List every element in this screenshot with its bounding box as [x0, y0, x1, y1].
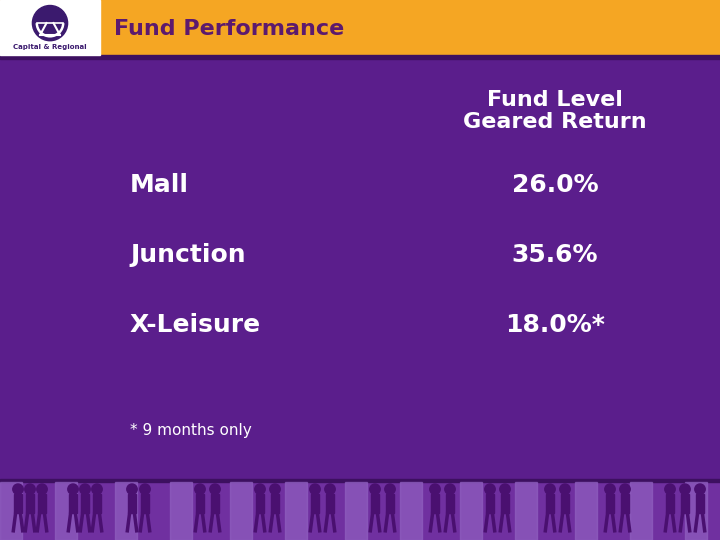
- Bar: [561, 495, 569, 512]
- Bar: [26, 495, 34, 512]
- Circle shape: [384, 484, 395, 495]
- Circle shape: [80, 484, 90, 495]
- Circle shape: [605, 484, 615, 495]
- Circle shape: [255, 484, 265, 495]
- Text: X-Leisure: X-Leisure: [130, 313, 261, 337]
- Text: 35.6%: 35.6%: [512, 243, 598, 267]
- Bar: [326, 495, 334, 512]
- Circle shape: [545, 484, 555, 495]
- Circle shape: [270, 484, 280, 495]
- Bar: [55, 482, 77, 540]
- Bar: [0, 0, 100, 55]
- Text: Mall: Mall: [130, 173, 189, 197]
- Circle shape: [68, 484, 78, 495]
- Bar: [400, 482, 422, 540]
- Bar: [69, 495, 77, 512]
- Bar: [311, 495, 319, 512]
- Bar: [211, 495, 219, 512]
- Bar: [606, 495, 614, 512]
- Circle shape: [430, 484, 440, 495]
- Circle shape: [325, 484, 336, 495]
- Bar: [93, 495, 101, 512]
- Bar: [271, 495, 279, 512]
- Circle shape: [500, 484, 510, 495]
- Circle shape: [370, 484, 380, 495]
- Circle shape: [445, 484, 455, 495]
- Bar: [0, 59, 720, 482]
- Bar: [685, 482, 707, 540]
- Bar: [0, 482, 720, 540]
- Bar: [460, 482, 482, 540]
- Text: Fund Level: Fund Level: [487, 90, 623, 110]
- Circle shape: [37, 484, 48, 495]
- Bar: [230, 482, 252, 540]
- Text: Junction: Junction: [130, 243, 246, 267]
- Bar: [681, 495, 689, 512]
- Bar: [486, 495, 494, 512]
- Circle shape: [310, 484, 320, 495]
- Bar: [371, 495, 379, 512]
- Circle shape: [210, 484, 220, 495]
- Text: Capital & Regional: Capital & Regional: [13, 44, 87, 50]
- Bar: [386, 495, 394, 512]
- Bar: [575, 482, 597, 540]
- Bar: [0, 479, 720, 482]
- Circle shape: [680, 484, 690, 495]
- Text: Fund Performance: Fund Performance: [114, 18, 344, 38]
- Text: 18.0%*: 18.0%*: [505, 313, 605, 337]
- Circle shape: [620, 484, 630, 495]
- Bar: [666, 495, 674, 512]
- Circle shape: [127, 484, 138, 495]
- Bar: [256, 495, 264, 512]
- Bar: [0, 0, 720, 55]
- Bar: [128, 495, 136, 512]
- Text: 26.0%: 26.0%: [512, 173, 598, 197]
- Circle shape: [560, 484, 570, 495]
- Bar: [0, 55, 720, 59]
- Bar: [14, 495, 22, 512]
- Circle shape: [92, 484, 102, 495]
- Bar: [196, 495, 204, 512]
- Bar: [0, 482, 22, 540]
- Bar: [515, 482, 537, 540]
- Bar: [630, 482, 652, 540]
- Bar: [38, 495, 46, 512]
- Bar: [546, 495, 554, 512]
- Circle shape: [24, 484, 35, 495]
- Circle shape: [140, 484, 150, 495]
- Text: * 9 months only: * 9 months only: [130, 422, 252, 437]
- Bar: [431, 495, 439, 512]
- Bar: [285, 482, 307, 540]
- Text: Geared Return: Geared Return: [463, 112, 647, 132]
- Circle shape: [485, 484, 495, 495]
- Bar: [501, 495, 509, 512]
- Bar: [696, 495, 704, 512]
- Bar: [141, 495, 149, 512]
- Bar: [115, 482, 137, 540]
- Bar: [621, 495, 629, 512]
- Bar: [446, 495, 454, 512]
- Circle shape: [32, 5, 68, 40]
- Bar: [345, 482, 367, 540]
- Circle shape: [195, 484, 205, 495]
- Circle shape: [695, 484, 705, 495]
- Bar: [170, 482, 192, 540]
- Circle shape: [665, 484, 675, 495]
- Circle shape: [13, 484, 23, 495]
- Bar: [81, 495, 89, 512]
